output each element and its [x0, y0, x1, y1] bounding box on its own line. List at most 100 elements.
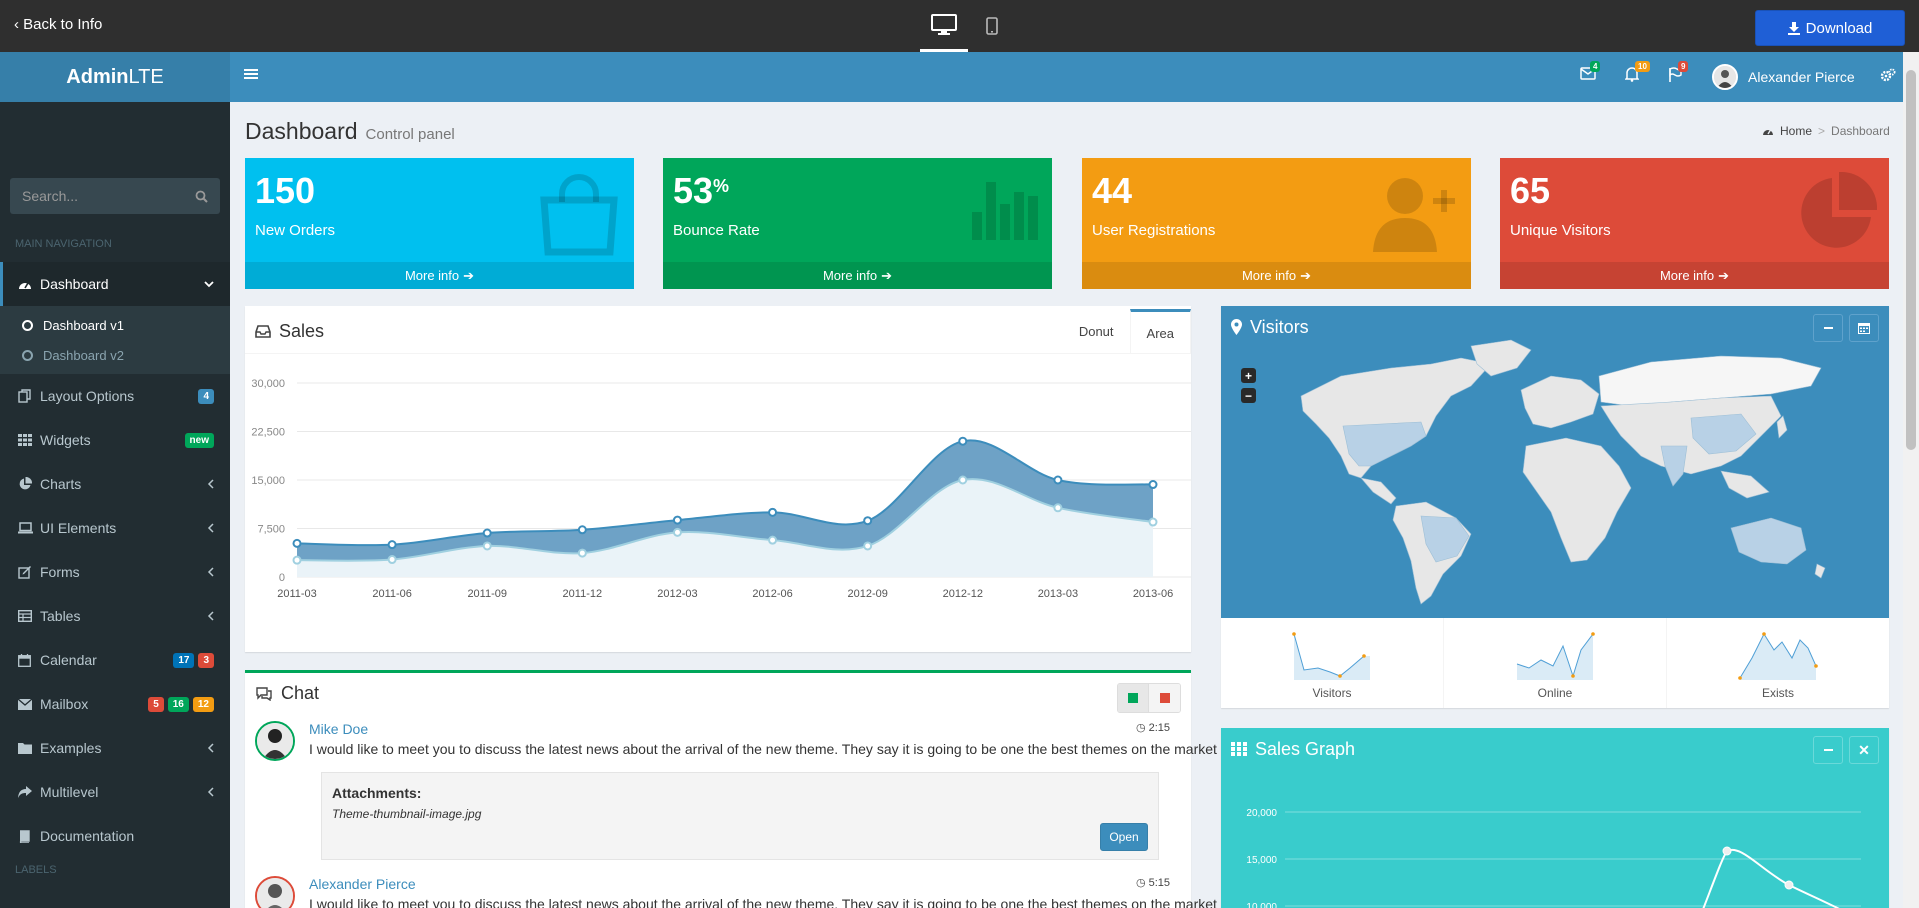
map-greenland	[1470, 339, 1532, 377]
arrow-circle-right-icon: ➔	[881, 267, 893, 283]
page-scrollbar[interactable]	[1903, 52, 1919, 908]
sidebar-item-multilevel[interactable]: Multilevel	[0, 770, 230, 814]
message-text: I would like to meet you to discuss the …	[309, 741, 1217, 757]
y-tick-label: 15,000	[1246, 855, 1277, 866]
sidebar-item-tables[interactable]: Tables	[0, 594, 230, 638]
more-info-link[interactable]: More info ➔	[1500, 262, 1889, 289]
sidebar-item-dashboard[interactable]: Dashboard	[0, 262, 230, 306]
remove-button[interactable]: ✕	[1849, 736, 1879, 764]
y-tick-label: 15,000	[251, 475, 285, 487]
more-info-link[interactable]: More info ➔	[663, 262, 1052, 289]
chat-title: Chat	[255, 683, 319, 704]
series-line	[296, 439, 1154, 547]
attachment-filename[interactable]: Theme-thumbnail-image.jpg	[332, 807, 482, 821]
map-north-america	[1300, 357, 1492, 479]
sidebar-subitem-dashboard-v2[interactable]: Dashboard v2	[0, 340, 230, 370]
sparkline-label: Online	[1537, 686, 1573, 700]
collapse-button[interactable]	[1813, 314, 1843, 342]
more-info-link[interactable]: More info ➔	[245, 262, 634, 289]
sparkline-chart	[1516, 632, 1595, 680]
sidebar-item-label: UI Elements	[40, 520, 117, 536]
messages-button[interactable]: 4	[1580, 61, 1601, 83]
breadcrumb-home-link[interactable]: Home	[1780, 124, 1813, 138]
map-china	[1690, 413, 1757, 455]
logo-rest: LTE	[128, 65, 164, 88]
more-info-link[interactable]: More info ➔	[1082, 262, 1471, 289]
control-sidebar-button[interactable]	[1880, 68, 1896, 85]
tab-area[interactable]: Area	[1129, 309, 1191, 354]
sidebar-item-widgets[interactable]: Widgets new	[0, 418, 230, 462]
count-badge: 12	[192, 696, 214, 712]
date-range-button[interactable]	[1849, 314, 1879, 342]
sidebar-toggle-button[interactable]	[244, 67, 258, 83]
map-southeast-asia	[1720, 470, 1770, 499]
shopping-bag-icon	[536, 172, 622, 259]
offline-button[interactable]	[1149, 684, 1180, 712]
sales-title-text: Sales	[279, 321, 325, 341]
book-icon	[18, 829, 40, 843]
series-line	[296, 478, 1154, 562]
tasks-badge: 9	[1678, 61, 1689, 72]
sidebar-item-examples[interactable]: Examples	[0, 726, 230, 770]
sidebar-item-label: Charts	[40, 476, 82, 492]
sidebar-item-calendar[interactable]: Calendar 17 3	[0, 638, 230, 682]
badge-group: 17 3	[173, 652, 214, 668]
download-button[interactable]: Download	[1755, 10, 1905, 46]
back-to-info-link[interactable]: ‹ Back to Info	[14, 16, 102, 33]
count-badge: 3	[198, 652, 214, 668]
sidebar: Admin LTE Search... MAIN NAVIGATION Dashb…	[0, 52, 230, 908]
sidebar-item-documentation[interactable]: Documentation	[0, 814, 230, 858]
chevron-left-icon	[207, 787, 214, 797]
user-menu[interactable]: Alexander Pierce	[1712, 64, 1855, 90]
open-attachment-button[interactable]: Open	[1100, 823, 1148, 851]
sidebar-item-charts[interactable]: Charts	[0, 462, 230, 506]
logo[interactable]: Admin LTE	[0, 52, 230, 102]
tab-donut[interactable]: Donut	[1078, 324, 1114, 339]
collapse-button[interactable]	[1813, 736, 1843, 764]
notifications-badge: 10	[1635, 61, 1650, 72]
sidebar-item-layout-options[interactable]: Layout Options 4	[0, 374, 230, 418]
sidebar-subitem-dashboard-v1[interactable]: Dashboard v1	[0, 310, 230, 340]
sidebar-item-label: Layout Options	[40, 388, 135, 404]
map-zoom-out-button[interactable]: −	[1241, 388, 1256, 403]
desktop-view-button[interactable]	[920, 0, 968, 52]
count-badge: 4	[198, 388, 214, 404]
sidebar-item-label: Tables	[40, 608, 81, 624]
message-author[interactable]: Alexander Pierce	[309, 876, 416, 892]
sidebar-item-forms[interactable]: Forms	[0, 550, 230, 594]
sales-header: Sales	[245, 309, 1191, 354]
logo-bold: Admin	[66, 65, 129, 88]
chevron-left-icon	[207, 611, 214, 621]
sparkline-exists: Exists	[1667, 618, 1889, 708]
minus-icon	[1823, 749, 1833, 751]
map-zoom-in-button[interactable]: +	[1241, 368, 1256, 383]
chevron-left-icon: ‹	[14, 16, 19, 33]
sidebar-item-ui-elements[interactable]: UI Elements	[0, 506, 230, 550]
search-input[interactable]: Search...	[22, 188, 79, 204]
message-author[interactable]: Mike Doe	[309, 721, 369, 737]
x-tick-label: 2012-09	[847, 588, 887, 600]
world-map[interactable]	[1221, 306, 1889, 618]
stat-box-bounce-rate: 53% Bounce Rate More info ➔	[663, 158, 1052, 289]
x-tick-label: 2011-12	[563, 588, 603, 600]
map-europe	[1520, 375, 1600, 429]
stat-label: User Registrations	[1092, 222, 1216, 239]
message-time: ◷ 2:15	[1135, 721, 1170, 735]
map-new-zealand	[1814, 563, 1826, 579]
map-usa	[1342, 421, 1427, 467]
sidebar-item-mailbox[interactable]: Mailbox 5 16 12	[0, 682, 230, 726]
scrollbar-thumb[interactable]	[1906, 70, 1916, 450]
badge-group: new	[184, 432, 214, 448]
labels-header: LABELS	[15, 864, 57, 876]
x-tick-label: 2012-06	[752, 588, 792, 600]
mobile-view-button[interactable]	[968, 0, 1016, 52]
sidebar-search[interactable]: Search...	[10, 178, 220, 214]
dashboard-icon	[1763, 129, 1773, 135]
tasks-button[interactable]: 9	[1668, 61, 1689, 85]
online-button[interactable]	[1118, 684, 1149, 712]
grid-icon	[18, 434, 40, 446]
map-marker-icon	[1231, 319, 1242, 335]
search-icon[interactable]	[195, 190, 208, 203]
notifications-button[interactable]: 10	[1624, 61, 1650, 85]
table-icon	[18, 610, 40, 622]
